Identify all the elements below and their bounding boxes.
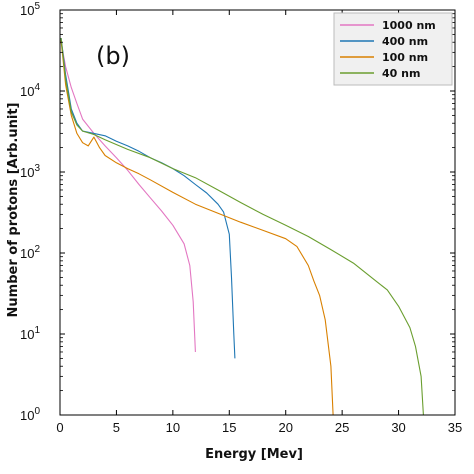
legend-label: 400 nm <box>382 35 428 48</box>
y-tick-label: 104 <box>20 82 40 99</box>
legend-label: 1000 nm <box>382 19 436 32</box>
legend-label: 40 nm <box>382 67 420 80</box>
y-axis-label: Number of protons [Arb.unit] <box>6 103 21 318</box>
x-tick-label: 0 <box>56 420 63 435</box>
series-lines <box>60 38 424 416</box>
panel-label: (b) <box>96 42 130 70</box>
y-tick-label: 100 <box>20 406 40 423</box>
x-tick-label: 5 <box>113 420 120 435</box>
y-tick-label: 103 <box>20 163 40 180</box>
series-line-1000-nm <box>60 42 196 353</box>
y-tick-label: 105 <box>20 1 40 18</box>
axis-ticks: 0 5 10 15 20 25 30 35 100 101 102 103 104 105 <box>20 1 462 435</box>
series-line-100-nm <box>60 40 334 416</box>
x-axis-label: Energy [Mev] <box>205 447 303 462</box>
x-tick-label: 10 <box>166 420 180 435</box>
legend: 1000 nm 400 nm 100 nm 40 nm <box>333 12 453 86</box>
x-tick-label: 30 <box>391 420 405 435</box>
x-tick-label: 15 <box>222 420 236 435</box>
series-line-400-nm <box>60 38 236 359</box>
y-tick-label: 101 <box>20 325 40 342</box>
x-tick-label: 35 <box>448 420 462 435</box>
x-tick-label: 25 <box>335 420 349 435</box>
x-tick-label: 20 <box>278 420 292 435</box>
series-line-40-nm <box>60 38 424 416</box>
plot-frame <box>59 9 456 416</box>
legend-label: 100 nm <box>382 51 428 64</box>
y-tick-label: 102 <box>20 244 40 261</box>
